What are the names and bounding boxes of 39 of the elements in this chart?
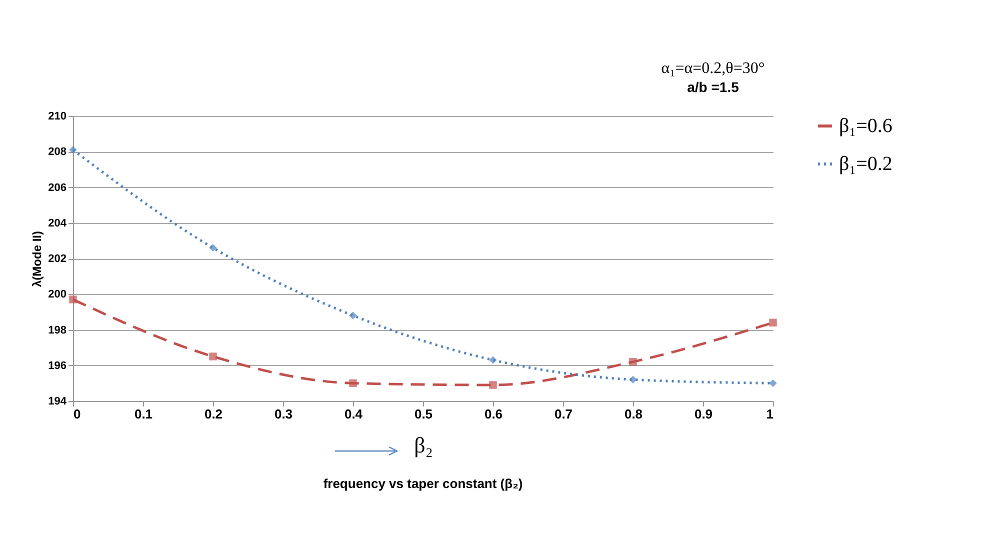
x-tick-label: 0.5 (414, 406, 433, 422)
x-tick-label: 0.4 (344, 406, 364, 422)
text: a/b =1.5 (687, 79, 740, 95)
point (349, 312, 357, 320)
x-tick-label: 0.8 (624, 406, 643, 422)
x-tick-label: 0.6 (484, 406, 503, 422)
y-tick-label: 196 (48, 360, 66, 372)
point (489, 356, 497, 364)
x-tick-label: 0.1 (134, 406, 153, 422)
y-tick-label: 194 (48, 396, 68, 408)
x-axis-title: β₂ (414, 432, 433, 458)
legend-label: β₁=0.6 (839, 115, 892, 137)
x-tick-label: 0 (74, 406, 81, 422)
point (769, 318, 777, 326)
y-tick-label: 206 (48, 182, 66, 194)
y-tick-label: 200 (48, 288, 66, 301)
point (349, 379, 357, 388)
point (209, 244, 217, 252)
x-tick-label: 0.7 (554, 406, 573, 422)
point (629, 376, 637, 384)
x-tick-label: 1 (766, 406, 774, 422)
point (769, 379, 777, 388)
x-tick-label: 0.9 (694, 406, 713, 422)
text: frequency vs taper constant (β₂) (323, 476, 523, 491)
y-axis-title: λ(Mode II) (30, 231, 44, 287)
point (69, 296, 77, 304)
legend-label: β₁=0.2 (839, 153, 892, 175)
point (489, 381, 497, 389)
y-tick-label: 198 (48, 324, 66, 336)
x-tick-label: 0.2 (204, 406, 223, 422)
y-tick-label: 210 (48, 110, 66, 122)
point (629, 358, 637, 366)
y-tick-label: 202 (48, 253, 66, 265)
text: α₁=α=0.2,θ=30° (661, 60, 765, 77)
y-tick-label: 208 (48, 146, 66, 158)
y-tick-label: 204 (48, 217, 68, 230)
x-tick-label: 0.3 (274, 406, 293, 422)
point (209, 352, 217, 360)
point (69, 146, 77, 154)
